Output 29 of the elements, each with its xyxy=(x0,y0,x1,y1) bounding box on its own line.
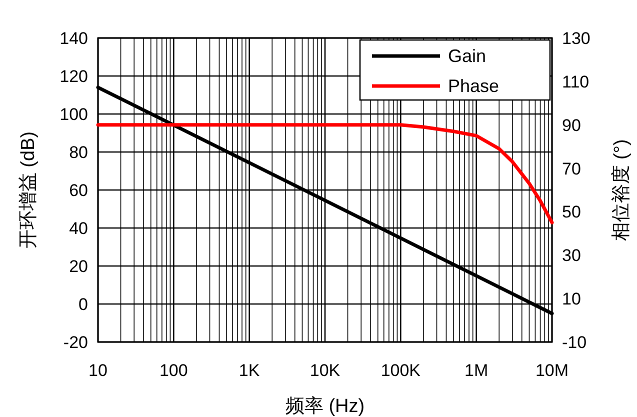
y2-tick-label: 90 xyxy=(562,116,581,135)
x-tick-label: 100 xyxy=(159,361,188,380)
y-tick-label: 80 xyxy=(69,143,88,162)
y-tick-label: -20 xyxy=(63,333,88,352)
y-tick-label: 140 xyxy=(60,29,88,48)
x-tick-label: 10K xyxy=(310,361,341,380)
x-axis-title: 频率 (Hz) xyxy=(285,395,365,417)
x-tick-label: 1K xyxy=(238,361,260,380)
legend-label: Gain xyxy=(448,46,486,66)
y-tick-label: 20 xyxy=(69,257,88,276)
legend-label: Phase xyxy=(448,76,500,96)
y2-tick-label: 50 xyxy=(562,202,581,222)
y-tick-label: 120 xyxy=(60,67,88,86)
x-tick-label: 100K xyxy=(380,361,422,380)
y-tick-label: 0 xyxy=(78,295,88,314)
y-axis-title: 开环增益 (dB) xyxy=(18,131,39,249)
y-tick-label: 100 xyxy=(60,105,88,124)
y-tick-label: 40 xyxy=(69,219,88,238)
x-tick-label: 10 xyxy=(88,361,108,380)
y2-tick-label: 70 xyxy=(562,159,581,178)
y2-tick-label: 110 xyxy=(562,72,590,92)
x-tick-label: 1M xyxy=(464,361,488,380)
y-tick-label: 60 xyxy=(69,181,88,200)
x-tick-label: 10M xyxy=(535,361,569,380)
y2-tick-label: 130 xyxy=(562,29,590,48)
y2-tick-label: 10 xyxy=(562,290,581,309)
y2-axis-title: 相位裕度 (°) xyxy=(610,139,632,241)
y2-tick-label: 30 xyxy=(562,246,581,266)
y2-tick-label: -10 xyxy=(562,333,587,352)
